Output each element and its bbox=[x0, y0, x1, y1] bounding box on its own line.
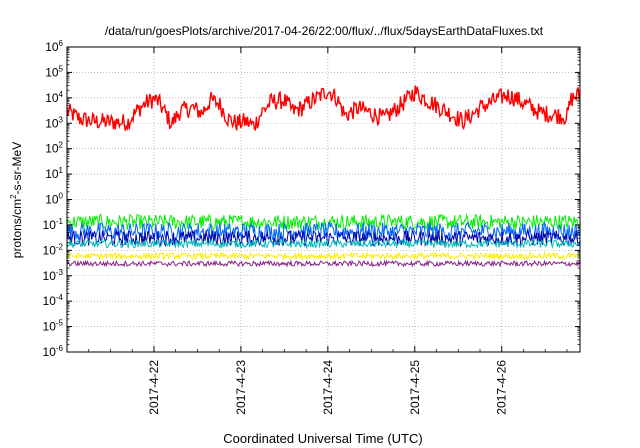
x-tick-label: 2017-4-22 bbox=[147, 360, 161, 415]
y-tick-base: 10 bbox=[45, 65, 59, 79]
y-tick-base: 10 bbox=[45, 40, 59, 54]
y-tick-exp: 4 bbox=[59, 90, 64, 99]
y-tick-label: 105 bbox=[45, 64, 63, 79]
y-tick-label: 106 bbox=[45, 39, 63, 54]
x-tick-label: 2017-4-23 bbox=[234, 360, 248, 415]
y-tick-exp: 5 bbox=[59, 64, 64, 73]
y-tick-label: 104 bbox=[45, 90, 63, 105]
y-tick-label: 101 bbox=[45, 166, 63, 181]
y-tick-label: 10-1 bbox=[43, 217, 64, 232]
y-tick-label: 103 bbox=[45, 115, 63, 130]
y-tick-label: 10-6 bbox=[43, 344, 64, 359]
y-axis: 10-610-510-410-310-210-11001011021031041… bbox=[43, 39, 580, 359]
y-axis-label-sup: 2 bbox=[9, 194, 18, 199]
y-tick-label: 102 bbox=[45, 141, 63, 156]
y-tick-label: 10-2 bbox=[43, 242, 64, 257]
y-tick-exp: -6 bbox=[56, 344, 64, 353]
y-tick-base: 10 bbox=[43, 345, 57, 359]
y-tick-base: 10 bbox=[43, 218, 57, 232]
x-axis: 2017-4-22 2017-4-23 2017-4-24 2017-4-25 2017… bbox=[88, 47, 568, 415]
chart-title: /data/run/goesPlots/archive/2017-04-26/2… bbox=[105, 24, 544, 38]
x-tick-label: 2017-4-25 bbox=[408, 360, 422, 415]
y-tick-label: 10-5 bbox=[43, 319, 64, 334]
series-line-3 bbox=[66, 228, 581, 248]
y-tick-base: 10 bbox=[45, 116, 59, 130]
y-tick-base: 10 bbox=[43, 294, 57, 308]
y-tick-exp: 6 bbox=[59, 39, 64, 48]
y-axis-label-prefix: protons/cm bbox=[10, 199, 24, 258]
x-tick-label: 2017-4-26 bbox=[495, 360, 509, 415]
y-axis-label-suffix: -s-sr-MeV bbox=[10, 142, 24, 195]
y-tick-base: 10 bbox=[43, 269, 57, 283]
series-line-6 bbox=[66, 259, 581, 268]
series-line-0 bbox=[66, 85, 581, 132]
y-tick-base: 10 bbox=[45, 167, 59, 181]
y-tick-label: 10-3 bbox=[43, 268, 64, 283]
y-tick-base: 10 bbox=[43, 243, 57, 257]
y-tick-exp: 3 bbox=[59, 115, 64, 124]
y-axis-label: protons/cm2-s-sr-MeV bbox=[9, 142, 24, 258]
y-tick-label: 100 bbox=[45, 192, 63, 207]
y-tick-base: 10 bbox=[45, 142, 59, 156]
series-line-4 bbox=[66, 238, 581, 250]
x-tick-label: 2017-4-24 bbox=[321, 360, 335, 415]
y-tick-exp: -4 bbox=[56, 293, 64, 302]
y-tick-exp: 1 bbox=[59, 166, 64, 175]
series-line-5 bbox=[66, 251, 581, 261]
y-tick-exp: -3 bbox=[56, 268, 64, 277]
y-tick-base: 10 bbox=[45, 193, 59, 207]
y-tick-label: 10-4 bbox=[43, 293, 64, 308]
y-tick-base: 10 bbox=[43, 320, 57, 334]
y-tick-exp: 0 bbox=[59, 192, 64, 201]
series-lines bbox=[66, 85, 581, 268]
series-line-2 bbox=[66, 221, 581, 243]
x-axis-label: Coordinated Universal Time (UTC) bbox=[223, 431, 422, 446]
y-tick-exp: -1 bbox=[56, 217, 64, 226]
y-tick-base: 10 bbox=[45, 91, 59, 105]
y-tick-exp: 2 bbox=[59, 141, 64, 150]
y-tick-exp: -2 bbox=[56, 242, 64, 251]
y-tick-exp: -5 bbox=[56, 319, 64, 328]
